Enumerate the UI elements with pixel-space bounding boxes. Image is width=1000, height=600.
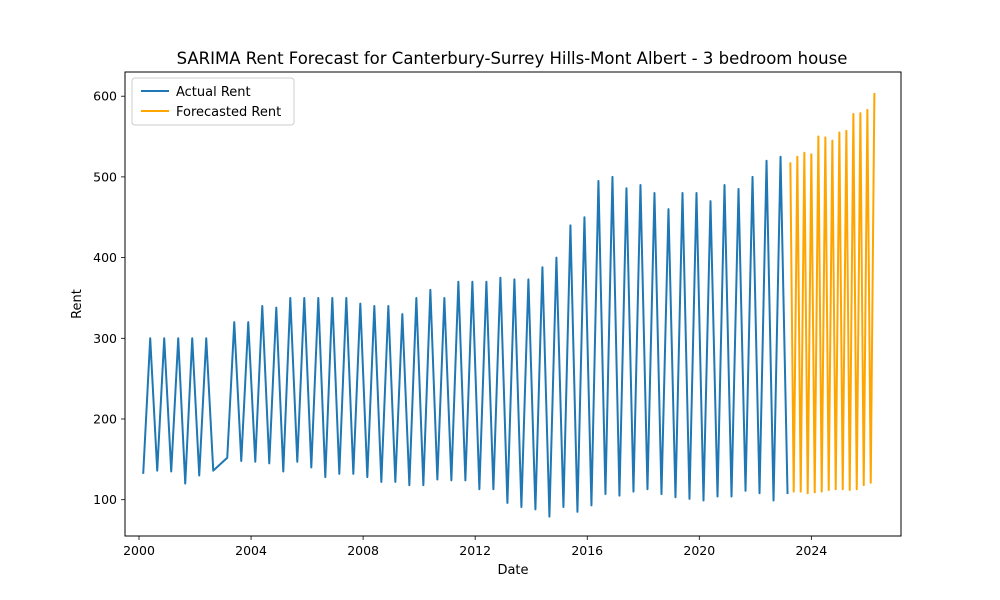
- y-tick-label: 100: [93, 492, 117, 507]
- y-axis-ticks: 100 200 300 400 500 600: [93, 89, 125, 507]
- y-tick-label: 400: [93, 250, 117, 265]
- x-tick-label: 2004: [235, 543, 267, 558]
- y-tick-label: 200: [93, 411, 117, 426]
- x-tick-label: 2020: [683, 543, 715, 558]
- x-tick-label: 2016: [571, 543, 603, 558]
- x-tick-label: 2008: [347, 543, 379, 558]
- chart-title: SARIMA Rent Forecast for Canterbury-Surr…: [177, 49, 848, 68]
- plot-frame: [124, 71, 902, 537]
- series-line-actual-rent: [142, 155, 789, 518]
- series-line-forecasted-rent: [789, 92, 876, 495]
- legend: Actual Rent Forecasted Rent: [131, 77, 295, 126]
- y-tick-label: 600: [93, 89, 117, 104]
- x-axis-ticks: 2000 2004 2008 2012 2016 2020 2024: [123, 536, 827, 558]
- legend-box: [131, 77, 295, 126]
- x-tick-label: 2012: [459, 543, 491, 558]
- y-tick-label: 500: [93, 169, 117, 184]
- series-layer: [142, 92, 876, 518]
- x-axis-label: Date: [497, 563, 528, 578]
- y-axis-label: Rent: [70, 289, 85, 319]
- legend-label-forecasted-rent: Forecasted Rent: [176, 105, 281, 120]
- x-tick-label: 2024: [795, 543, 827, 558]
- y-tick-label: 300: [93, 331, 117, 346]
- legend-label-actual-rent: Actual Rent: [176, 85, 251, 100]
- x-tick-label: 2000: [123, 543, 155, 558]
